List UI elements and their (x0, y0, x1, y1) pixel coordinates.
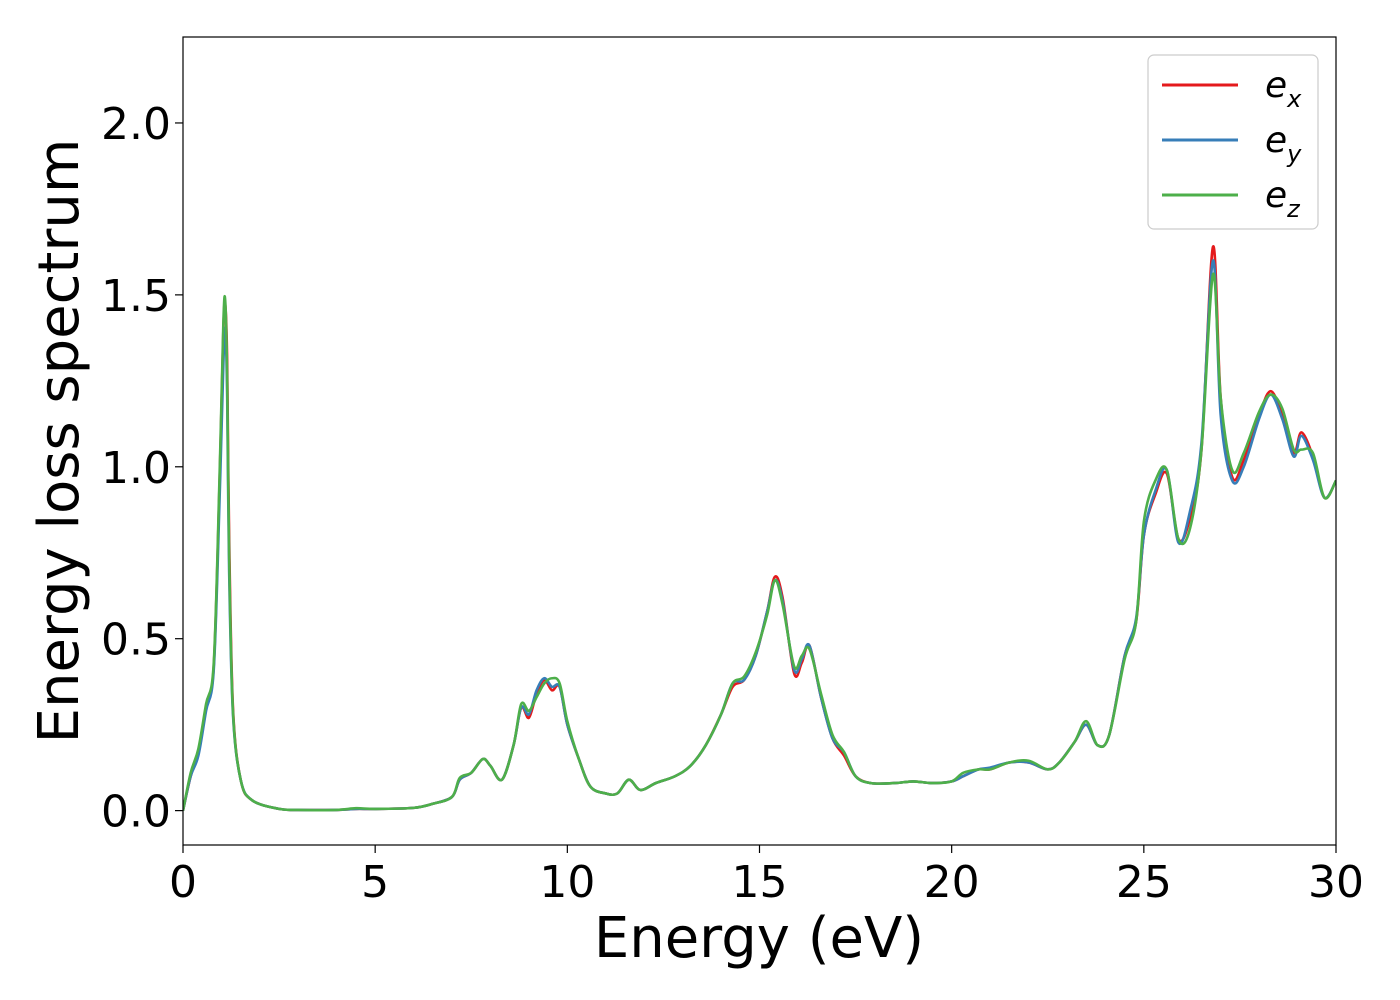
y-tick-label: 1.0 (101, 443, 171, 494)
x-tick-label: 0 (169, 857, 197, 908)
legend: ex ey ez (1147, 54, 1319, 230)
x-tick-label: 15 (732, 857, 788, 908)
x-axis-title: Energy (eV) (594, 906, 924, 971)
y-tick-label: 0.0 (101, 787, 171, 838)
series-layer (183, 245, 1336, 812)
series-line-y (183, 259, 1336, 812)
y-axis-title: Energy loss spectrum (27, 139, 92, 744)
y-tick-label: 1.5 (101, 271, 171, 322)
y-tick-label: 2.0 (101, 99, 171, 150)
y-tick-label: 0.5 (101, 615, 171, 666)
series-line-z (183, 272, 1336, 812)
legend-label-y: ey (1265, 120, 1302, 168)
x-tick-label: 10 (539, 857, 595, 908)
x-tick-label: 20 (924, 857, 980, 908)
legend-box (1147, 54, 1319, 230)
x-tick-label: 5 (361, 857, 389, 908)
x-tick-label: 25 (1116, 857, 1172, 908)
y-axis: 0.0 0.5 1.0 1.5 2.0 (101, 99, 183, 838)
legend-label-x: ex (1265, 65, 1302, 113)
x-tick-label: 30 (1308, 857, 1364, 908)
x-axis: 0 5 10 15 20 25 30 (169, 845, 1364, 908)
series-line-x (183, 245, 1336, 812)
legend-label-z: ez (1265, 175, 1301, 223)
